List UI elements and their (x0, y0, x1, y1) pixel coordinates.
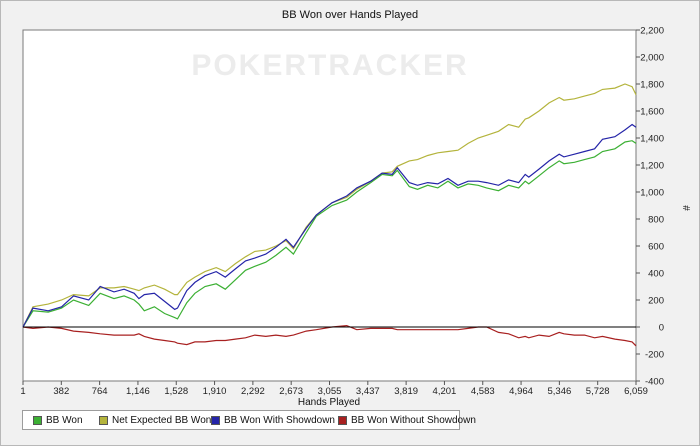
y-tick-label: 2,000 (640, 53, 664, 64)
y-tick-label: -400 (645, 377, 664, 388)
legend-swatch (33, 415, 42, 425)
legend-label: Net Expected BB Won (112, 414, 212, 426)
series-lines (22, 83, 637, 347)
chart-title: BB Won over Hands Played (281, 9, 419, 21)
series-line-3 (22, 123, 637, 328)
x-tick-label: 5,728 (586, 386, 610, 397)
y-tick-label: 0 (659, 323, 664, 334)
legend-label: BB Won With Showdown (224, 414, 335, 426)
x-axis: 1 382 764 1,146 1,528 1,910 2,292 2,673 3,055 3,4… (20, 381, 648, 397)
x-tick-label: 382 (53, 386, 69, 397)
y-tick-label: 1,800 (640, 80, 664, 91)
legend-item: Net Expected BB Won (99, 411, 211, 429)
y-tick-label: 1,200 (640, 161, 664, 172)
x-tick-label: 1,528 (164, 386, 188, 397)
legend-item: BB Won With Showdown (211, 411, 335, 429)
x-tick-label: 1,910 (203, 386, 227, 397)
y-tick-label: 1,400 (640, 134, 664, 145)
y-axis-label: # (680, 205, 691, 211)
x-tick-label: 4,201 (433, 386, 457, 397)
y-tick-label: 2,200 (640, 26, 664, 37)
y-tick-label: 600 (648, 242, 664, 253)
x-tick-label: 3,819 (394, 386, 418, 397)
legend-swatch (99, 415, 108, 425)
legend-label: BB Won (46, 414, 83, 426)
series-line-1 (22, 140, 637, 328)
x-axis-label: Hands Played (298, 397, 360, 408)
legend-item: BB Won Without Showdown (338, 411, 476, 429)
x-tick-label: 5,346 (547, 386, 571, 397)
x-tick-label: 3,437 (356, 386, 380, 397)
x-tick-label: 4,583 (471, 386, 495, 397)
x-tick-label: 1,146 (126, 386, 150, 397)
legend: BB Won Net Expected BB Won BB Won With Sho… (22, 410, 476, 430)
legend-label: BB Won Without Showdown (351, 414, 476, 426)
legend-swatch (338, 415, 347, 425)
y-tick-label: 1,000 (640, 188, 664, 199)
x-tick-label: 4,964 (509, 386, 533, 397)
y-tick-label: 400 (648, 269, 664, 280)
x-tick-label: 2,673 (279, 386, 303, 397)
legend-swatch (211, 415, 220, 425)
y-tick-label: 200 (648, 296, 664, 307)
y-axis: 2,200 2,000 1,800 1,600 1,400 1,200 1,000 800 60… (636, 26, 664, 388)
watermark: POKERTRACKER (191, 49, 468, 82)
x-tick-label: 6,059 (624, 386, 648, 397)
y-tick-label: 800 (648, 215, 664, 226)
y-tick-label: -200 (645, 350, 664, 361)
series-line-2 (22, 83, 637, 328)
x-tick-label: 3,055 (318, 386, 342, 397)
x-tick-label: 1 (20, 386, 25, 397)
x-tick-label: 764 (92, 386, 108, 397)
series-line-4 (22, 324, 637, 347)
x-tick-label: 2,292 (241, 386, 265, 397)
legend-item: BB Won (33, 411, 83, 429)
y-tick-label: 1,600 (640, 107, 664, 118)
